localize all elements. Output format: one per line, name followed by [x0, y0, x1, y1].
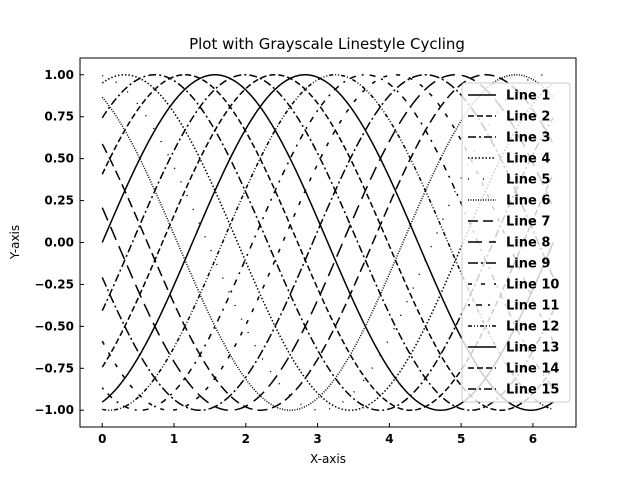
- legend-label: Line 14: [506, 362, 559, 377]
- y-axis: −1.00 −0.75 −0.50 −0.25 0.00 0.25 0.50 0.75 1.00: [34, 68, 84, 417]
- x-tick-label: 1: [170, 432, 178, 446]
- legend-label: Line 4: [506, 152, 550, 167]
- y-tick-label: 1.00: [44, 68, 74, 82]
- y-tick-label: 0.25: [44, 194, 74, 208]
- y-tick-label: −0.25: [34, 277, 74, 291]
- x-axis: 0 1 2 3 4 5 6: [98, 423, 537, 446]
- x-tick-label: 2: [242, 432, 250, 446]
- series-line-9: [101, 74, 554, 411]
- x-tick-label: 0: [98, 432, 106, 446]
- legend-label: Line 7: [506, 215, 550, 230]
- legend-label: Line 1: [506, 89, 550, 104]
- x-tick-label: 3: [313, 432, 321, 446]
- legend-label: Line 13: [506, 341, 559, 356]
- legend-label: Line 15: [506, 383, 559, 398]
- legend: Line 1 Line 2 Line 3 Line 4 Line 5 Line 6 Line…: [461, 82, 571, 403]
- legend-label: Line 12: [506, 320, 559, 335]
- y-tick-label: 0.50: [44, 152, 74, 166]
- legend-label: Line 9: [506, 257, 550, 272]
- x-tick-label: 5: [457, 432, 465, 446]
- y-tick-label: −0.75: [34, 361, 74, 375]
- series-line-7: [101, 74, 554, 411]
- series-line-8: [101, 74, 554, 411]
- x-tick-label: 4: [385, 432, 393, 446]
- chart-title: Plot with Grayscale Linestyle Cycling: [189, 35, 465, 53]
- legend-box: [461, 82, 571, 403]
- x-tick-label: 6: [529, 432, 537, 446]
- legend-label: Line 8: [506, 236, 550, 251]
- legend-label: Line 10: [506, 278, 559, 293]
- y-tick-label: 0.75: [44, 110, 74, 124]
- y-axis-label: Y-axis: [8, 225, 22, 260]
- y-tick-label: −1.00: [34, 403, 74, 417]
- series-line-15: [101, 74, 554, 411]
- legend-label: Line 5: [506, 173, 550, 188]
- series-line-6: [101, 74, 554, 411]
- legend-label: Line 11: [506, 299, 559, 314]
- x-axis-label: X-axis: [310, 452, 346, 466]
- legend-label: Line 3: [506, 131, 550, 146]
- legend-label: Line 6: [506, 194, 550, 209]
- legend-label: Line 2: [506, 110, 550, 125]
- y-tick-label: 0.00: [44, 236, 74, 250]
- y-tick-label: −0.50: [34, 319, 74, 333]
